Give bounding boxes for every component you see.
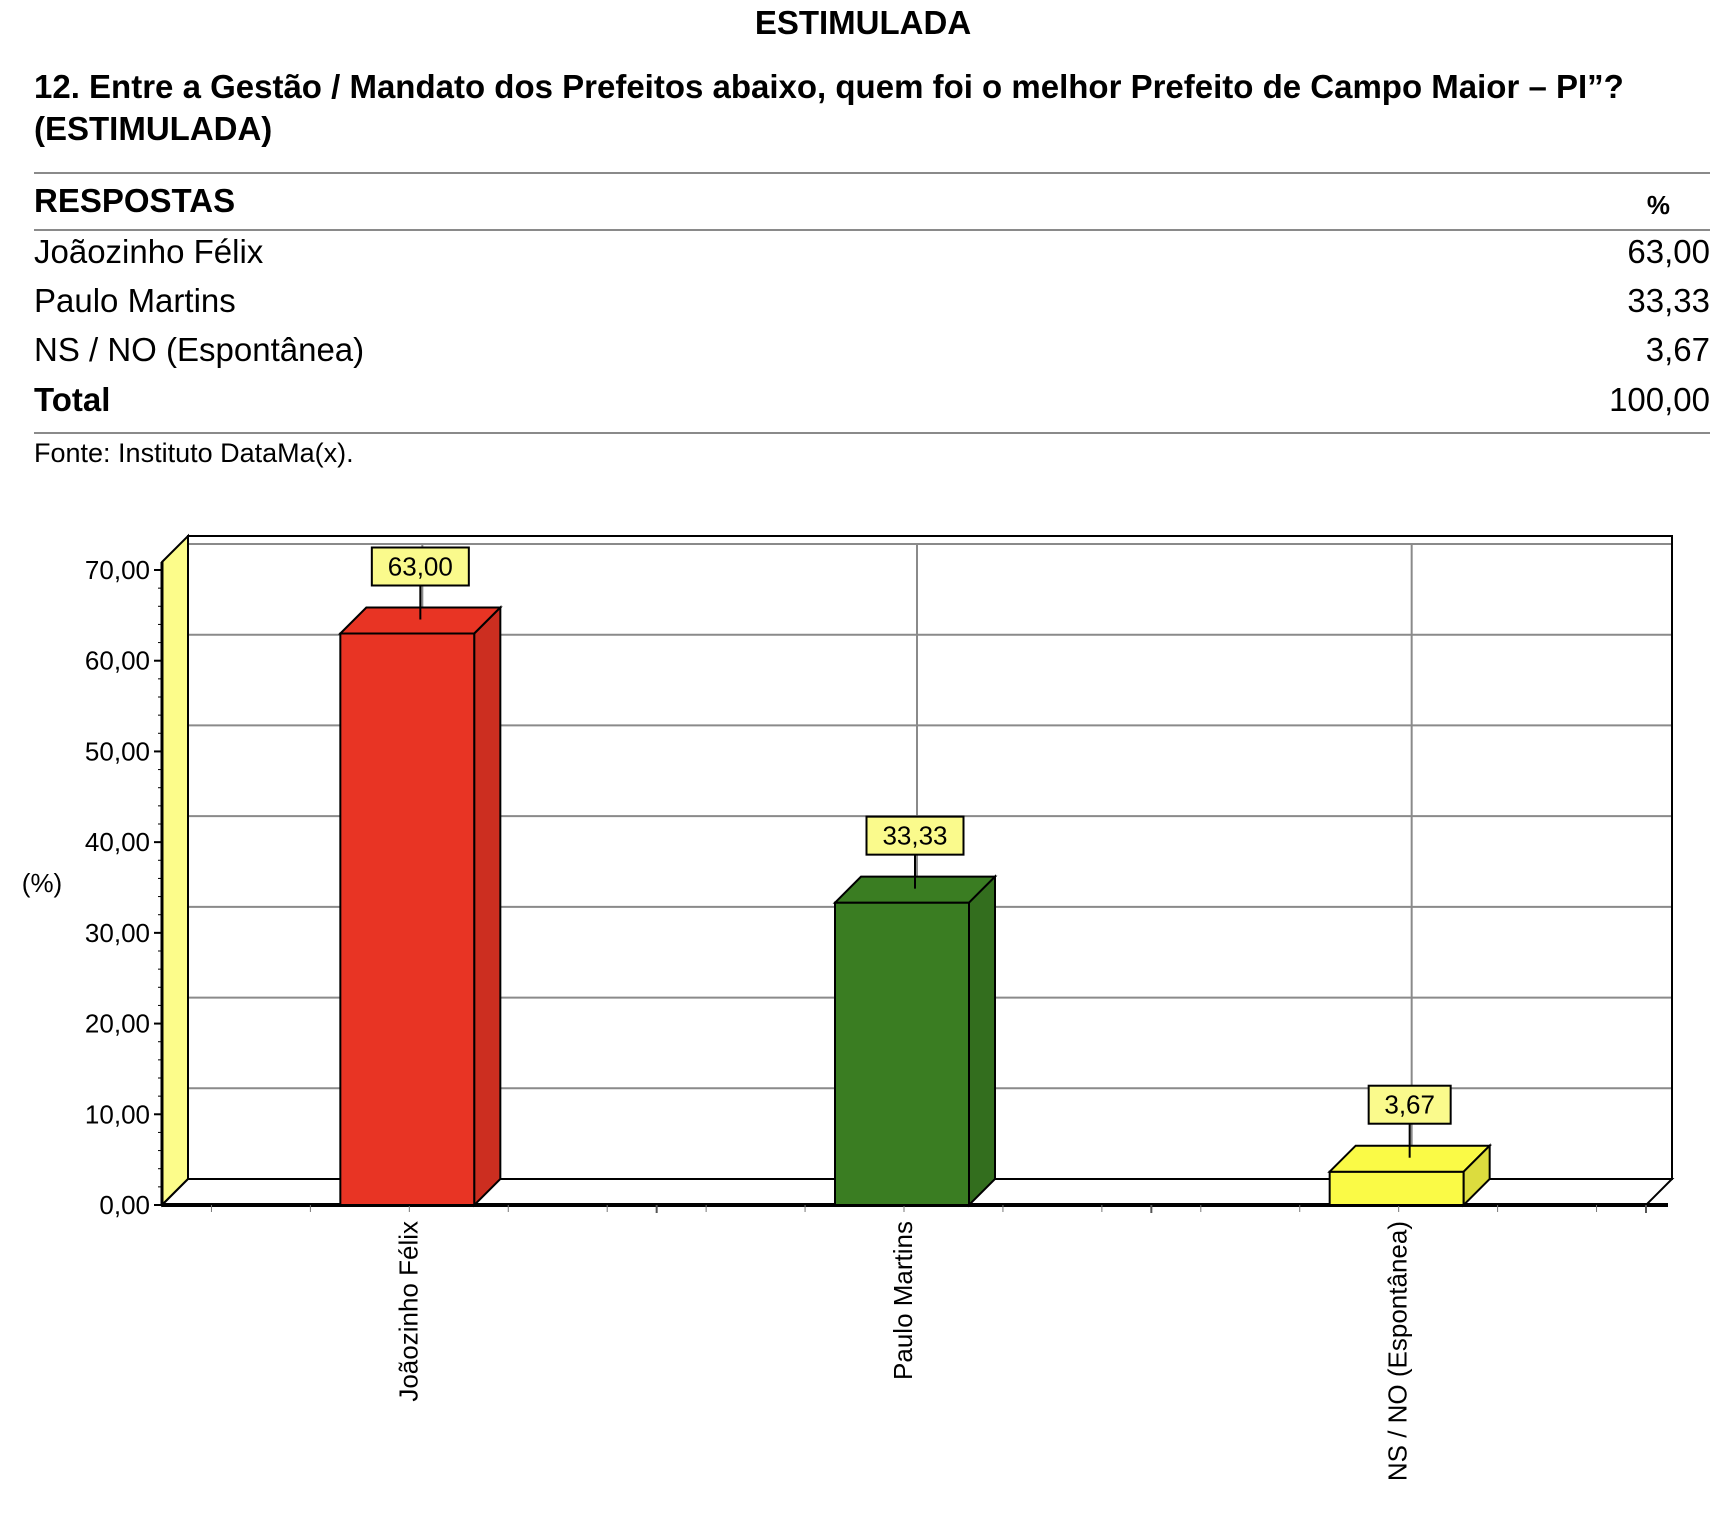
y-tick-label: 20,00 xyxy=(85,1009,150,1039)
bar xyxy=(834,901,970,1206)
data-label-box xyxy=(865,815,965,856)
table-header-label: RESPOSTAS xyxy=(34,182,236,219)
data-label: 3,67 xyxy=(1384,1090,1435,1120)
table-row: Paulo Martins 33,33 xyxy=(34,282,1710,330)
y-tick-label: 0,00 xyxy=(99,1190,150,1220)
table-total-label: Total xyxy=(34,381,111,418)
table-header-value: % xyxy=(1646,190,1670,220)
table-row-value: 63,00 xyxy=(1627,233,1710,270)
table-header-row: RESPOSTAS % xyxy=(34,182,1710,230)
bar-side xyxy=(968,874,996,1208)
y-tick-label: 40,00 xyxy=(85,827,150,857)
table-row-label: NS / NO (Espontânea) xyxy=(34,331,365,368)
table-top-rule xyxy=(34,172,1710,174)
table-row: NS / NO (Espontânea) 3,67 xyxy=(34,331,1710,379)
x-tick-label: Paulo Martins xyxy=(888,1221,918,1380)
table-row: Joãozinho Félix 63,00 xyxy=(34,233,1710,281)
table-row-label: Joãozinho Félix xyxy=(34,233,264,270)
table-row-label: Paulo Martins xyxy=(34,282,236,319)
y-tick-label: 10,00 xyxy=(85,1099,150,1129)
question-title: 12. Entre a Gestão / Mandato dos Prefeit… xyxy=(34,68,1624,147)
table-row-value: 33,33 xyxy=(1627,282,1710,319)
x-tick-label: NS / NO (Espontânea) xyxy=(1383,1221,1413,1481)
bar xyxy=(1328,1170,1465,1207)
bar-side xyxy=(473,605,502,1208)
data-label: 63,00 xyxy=(388,552,453,582)
x-tick-label: Joãozinho Félix xyxy=(393,1221,423,1402)
side-wall xyxy=(161,533,189,1208)
table-row-value: 3,67 xyxy=(1645,331,1710,368)
page-heading: ESTIMULADA xyxy=(754,4,972,41)
y-tick-label: 30,00 xyxy=(85,918,150,948)
data-label: 33,33 xyxy=(882,821,947,851)
y-tick-label: 50,00 xyxy=(85,736,150,766)
table-header-rule xyxy=(34,229,1710,231)
data-label-box xyxy=(1367,1084,1452,1125)
table-total-value: 100,00 xyxy=(1609,381,1710,418)
y-axis-title: (%) xyxy=(22,868,62,898)
table-total-row: Total 100,00 xyxy=(34,381,1710,429)
bar xyxy=(339,632,476,1206)
y-tick-label: 60,00 xyxy=(85,646,150,676)
bar-chart: 0,00 10,00 20,00 30,00 40,00 50,00 60,00 70,00 (… xyxy=(22,533,1675,1481)
data-label-box xyxy=(370,546,470,587)
bar-side xyxy=(1462,1143,1491,1208)
y-tick-label: 70,00 xyxy=(85,555,150,585)
table-bottom-rule xyxy=(34,432,1710,434)
source-note: Fonte: Instituto DataMa(x). xyxy=(34,438,354,468)
